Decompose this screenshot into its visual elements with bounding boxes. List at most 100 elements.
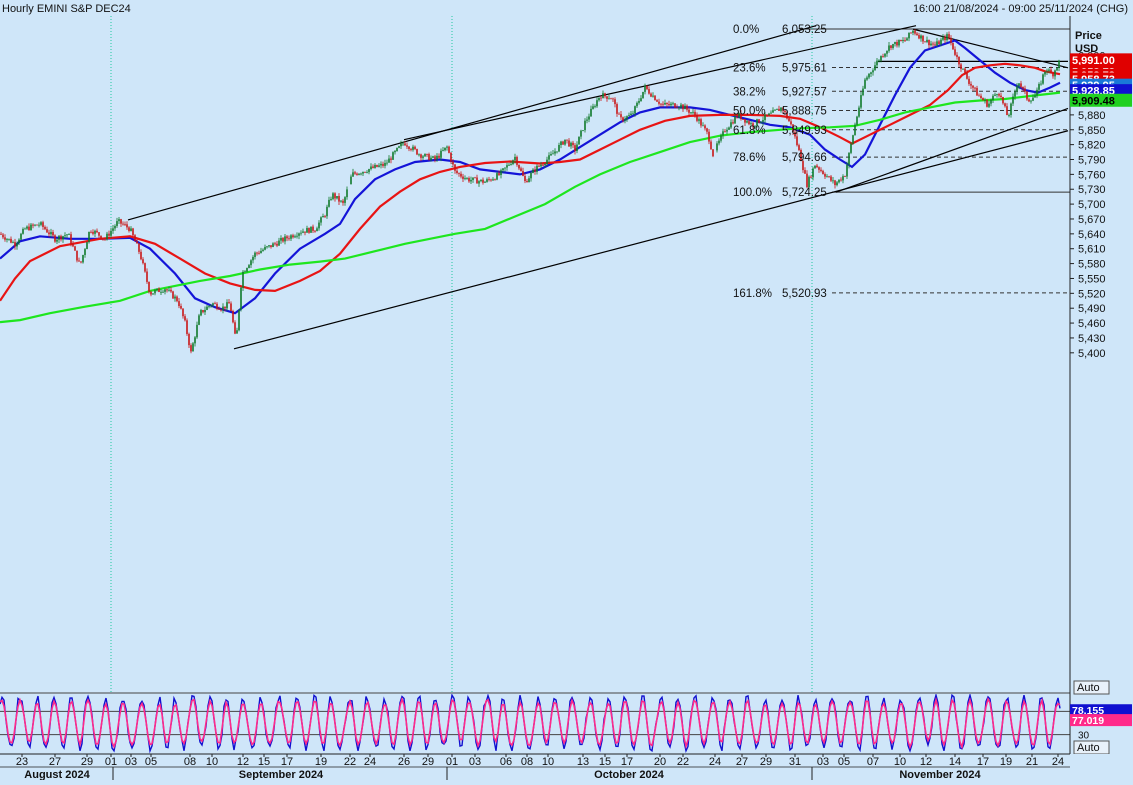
candle-body — [902, 40, 904, 42]
candle-body — [48, 232, 50, 235]
candle — [288, 235, 290, 241]
candle-body — [562, 141, 564, 145]
candle — [702, 122, 704, 127]
candle — [116, 217, 118, 228]
auto-button-frame[interactable] — [1073, 680, 1110, 695]
candle — [822, 169, 824, 175]
candle-body — [458, 172, 460, 174]
y-tick-label: 5,790 — [1078, 154, 1106, 166]
candle-body — [34, 224, 36, 226]
candle-body — [912, 30, 914, 33]
candle-body — [270, 245, 272, 248]
candle-body — [704, 125, 706, 129]
candle-body — [484, 181, 486, 183]
candle-body — [616, 104, 618, 114]
candle — [224, 306, 226, 312]
candle — [878, 59, 880, 63]
candle — [338, 193, 340, 206]
candle — [846, 161, 848, 179]
x-day-label: 08 — [521, 756, 533, 768]
candle — [974, 86, 976, 91]
candle-body — [134, 235, 136, 242]
fib-level-label-4: 61.8% — [733, 125, 766, 137]
candle — [114, 224, 116, 231]
candle — [842, 174, 844, 184]
fib-level-label-1: 23.6% — [733, 62, 766, 74]
candle-body — [370, 166, 372, 170]
candle-body — [162, 291, 164, 293]
candle — [738, 112, 740, 119]
candle — [856, 115, 858, 126]
candle — [904, 37, 906, 43]
x-day-label: 21 — [1026, 756, 1038, 768]
candle — [790, 118, 792, 126]
candle — [610, 97, 612, 100]
candle-body — [652, 95, 654, 97]
candle — [36, 224, 38, 226]
candle — [60, 234, 62, 242]
x-day-label: 15 — [599, 756, 611, 768]
candle — [182, 308, 184, 319]
candle-body — [512, 160, 514, 165]
candle-body — [102, 238, 104, 240]
candle-body — [786, 112, 788, 119]
candle — [192, 342, 194, 352]
candle — [506, 162, 508, 171]
candle-body — [818, 167, 820, 170]
candle-body — [1002, 96, 1004, 104]
candle — [264, 244, 266, 251]
candle — [2, 233, 4, 240]
candle-body — [680, 104, 682, 108]
candle-body — [1020, 83, 1022, 87]
candle-body — [604, 93, 606, 97]
candle — [94, 229, 96, 238]
candle-body — [916, 33, 918, 36]
candle — [776, 108, 778, 110]
candle — [446, 145, 448, 151]
candle — [488, 176, 490, 182]
candle-body — [1024, 88, 1026, 92]
candle-body — [136, 241, 138, 244]
candle — [276, 241, 278, 248]
candle-body — [694, 111, 696, 115]
candle — [200, 308, 202, 317]
candle — [514, 153, 516, 164]
candle-body — [628, 115, 630, 117]
candle-body — [594, 106, 596, 108]
candle — [1000, 92, 1002, 99]
date-range: 16:00 21/08/2024 - 09:00 25/11/2024 (CHG… — [913, 3, 1128, 15]
candle-body — [992, 95, 994, 100]
candle-body — [6, 239, 8, 240]
candle — [860, 91, 862, 110]
candle — [106, 231, 108, 241]
auto-scale-button-osc[interactable]: Auto — [1073, 740, 1110, 755]
candle — [864, 77, 866, 89]
candle — [906, 36, 908, 41]
candle — [476, 174, 478, 184]
candle-body — [696, 114, 698, 121]
x-month-label: November 2024 — [899, 769, 981, 780]
candle-body — [864, 79, 866, 89]
candle — [440, 148, 442, 162]
candle — [894, 41, 896, 47]
auto-scale-button-main[interactable]: Auto — [1073, 680, 1110, 695]
candle-body — [776, 108, 778, 110]
candle — [626, 115, 628, 122]
candle — [858, 105, 860, 118]
auto-button-label: Auto — [1077, 682, 1100, 694]
candle-body — [352, 172, 354, 177]
candle — [330, 196, 332, 201]
candle — [126, 221, 128, 230]
fib-level-label-2: 38.2% — [733, 86, 766, 98]
candle-body — [544, 164, 546, 165]
candle — [866, 75, 868, 81]
candle — [756, 118, 758, 128]
candle-body — [892, 43, 894, 48]
candle — [1036, 87, 1038, 99]
x-day-label: 17 — [977, 756, 989, 768]
candle-body — [454, 164, 456, 171]
candle-body — [872, 70, 874, 73]
candle-body — [332, 193, 334, 199]
candle-body — [524, 175, 526, 182]
candle-body — [926, 39, 928, 42]
